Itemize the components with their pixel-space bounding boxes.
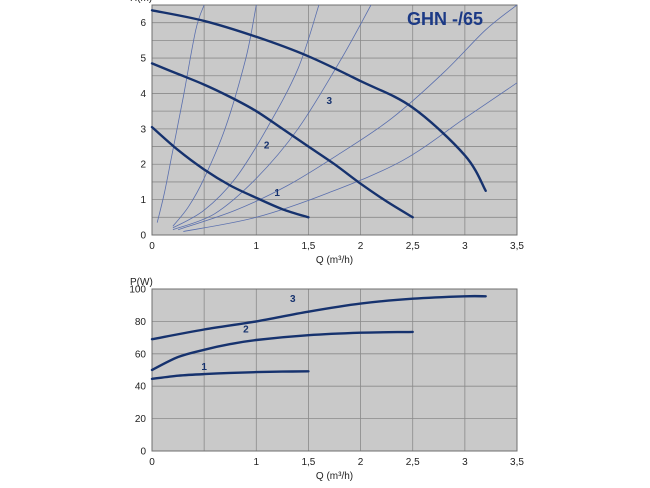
series-line-2: [150, 330, 414, 372]
y-tick-label: 0: [140, 231, 146, 242]
series-line-1: [150, 125, 310, 219]
chart-title: GHN -/65: [407, 9, 483, 29]
x-axis-title: Q (m³/h): [316, 471, 353, 482]
plot-frame: [151, 4, 518, 236]
y-tick-label: 40: [135, 382, 147, 393]
plot-area: [152, 5, 517, 235]
series-label-3: 3: [327, 96, 333, 107]
y-tick-label: 60: [135, 349, 147, 360]
y-tick-label: 5: [140, 54, 146, 65]
x-tick-label: 2,5: [406, 457, 420, 468]
series-label-3: 3: [290, 294, 296, 305]
x-tick-label: 1,5: [301, 457, 315, 468]
x-tick-label: 2,5: [406, 241, 420, 252]
x-tick-label: 3: [462, 241, 468, 252]
system-curve: [172, 5, 372, 231]
y-tick-label: 100: [129, 285, 146, 296]
y-tick-label: 20: [135, 414, 147, 425]
y-tick-label: 3: [140, 124, 146, 135]
y-tick-label: 6: [140, 18, 146, 29]
y-tick-label: 0: [140, 447, 146, 458]
series-label-1: 1: [201, 362, 207, 373]
x-tick-label: 2: [358, 457, 364, 468]
x-tick-label: 3,5: [510, 457, 524, 468]
x-tick-label: 3,5: [510, 241, 524, 252]
x-tick-label: 3: [462, 457, 468, 468]
y-axis-title: H(m): [130, 0, 152, 4]
series-line-2: [150, 62, 414, 219]
system-curve: [177, 5, 517, 231]
system-curve: [172, 5, 257, 227]
x-tick-label: 0: [149, 241, 155, 252]
x-tick-label: 2: [358, 241, 364, 252]
series-label-1: 1: [274, 188, 280, 199]
x-tick-label: 0: [149, 457, 155, 468]
plot-area: [152, 289, 517, 451]
y-axis-title: P(W): [130, 277, 153, 288]
y-tick-label: 1: [140, 195, 146, 206]
x-tick-label: 1: [254, 457, 260, 468]
y-tick-label: 4: [140, 89, 146, 100]
system-curve: [156, 5, 205, 223]
series-line-3: [150, 294, 487, 341]
head-chart: 0 1 1,5 2 2,5 3 3,5 0 1 2 3 4 5 6 H(m) Q (m³/h) GHN -/65…: [130, 0, 524, 266]
x-tick-label: 1,5: [301, 241, 315, 252]
series-label-2: 2: [243, 325, 249, 336]
series-label-2: 2: [264, 140, 270, 151]
x-tick-label: 1: [254, 241, 260, 252]
x-axis-title: Q (m³/h): [316, 255, 353, 266]
system-curve: [183, 82, 517, 232]
y-tick-label: 2: [140, 160, 146, 171]
series-line-3: [150, 9, 487, 192]
y-tick-label: 80: [135, 317, 147, 328]
series-line-1: [150, 370, 310, 381]
system-curve: [172, 5, 320, 229]
